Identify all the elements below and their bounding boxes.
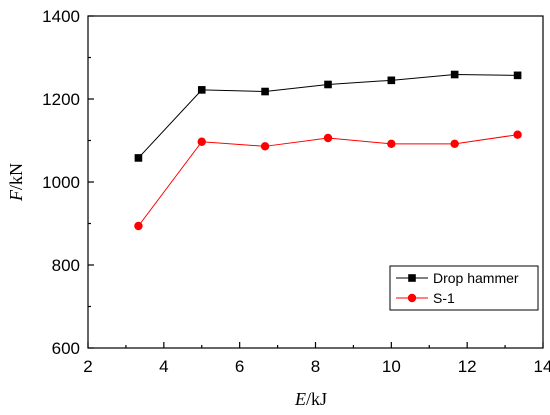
legend-entry: S-1	[396, 290, 455, 306]
x-tick-label: 6	[235, 357, 244, 376]
axis-ticks: 2 4 6 8 10 12 14 600 800 1000 1200 1400	[42, 7, 550, 376]
y-tick-label: 800	[52, 256, 80, 275]
legend-entry: Drop hammer	[396, 270, 519, 286]
legend: Drop hammer S-1	[389, 265, 539, 311]
x-tick-label: 14	[534, 357, 550, 376]
x-tick-label: 4	[159, 357, 168, 376]
data-point	[387, 139, 396, 149]
data-point	[513, 71, 522, 80]
x-tick-label: 8	[311, 357, 320, 376]
series-1	[134, 70, 522, 162]
data-point	[261, 87, 269, 96]
legend-marker	[408, 274, 416, 282]
data-point	[197, 137, 206, 146]
y-tick-label: 1000	[42, 173, 80, 192]
data-point	[134, 221, 143, 231]
data-point	[450, 139, 459, 149]
x-tick-label: 2	[83, 357, 92, 376]
series-layer	[134, 70, 522, 231]
data-point	[197, 86, 206, 94]
y-tick-label: 1200	[42, 90, 80, 109]
x-axis-label: E/kJ	[294, 389, 327, 409]
data-point	[134, 154, 143, 162]
series-line	[138, 134, 518, 227]
data-point	[450, 70, 459, 79]
y-axis-label: F/kN	[6, 163, 26, 202]
legend-marker	[407, 293, 417, 303]
y-tick-label: 1400	[42, 7, 80, 26]
data-point	[324, 80, 332, 89]
data-point	[260, 142, 270, 151]
data-point	[513, 130, 522, 139]
x-tick-label: 12	[458, 357, 477, 376]
series-2	[134, 130, 522, 231]
legend-label: Drop hammer	[433, 270, 519, 286]
legend-box	[389, 265, 539, 311]
legend-label: S-1	[433, 290, 455, 306]
x-tick-label: 10	[382, 357, 401, 376]
data-point	[323, 133, 333, 143]
data-point	[387, 76, 396, 85]
y-tick-label: 600	[52, 339, 80, 358]
